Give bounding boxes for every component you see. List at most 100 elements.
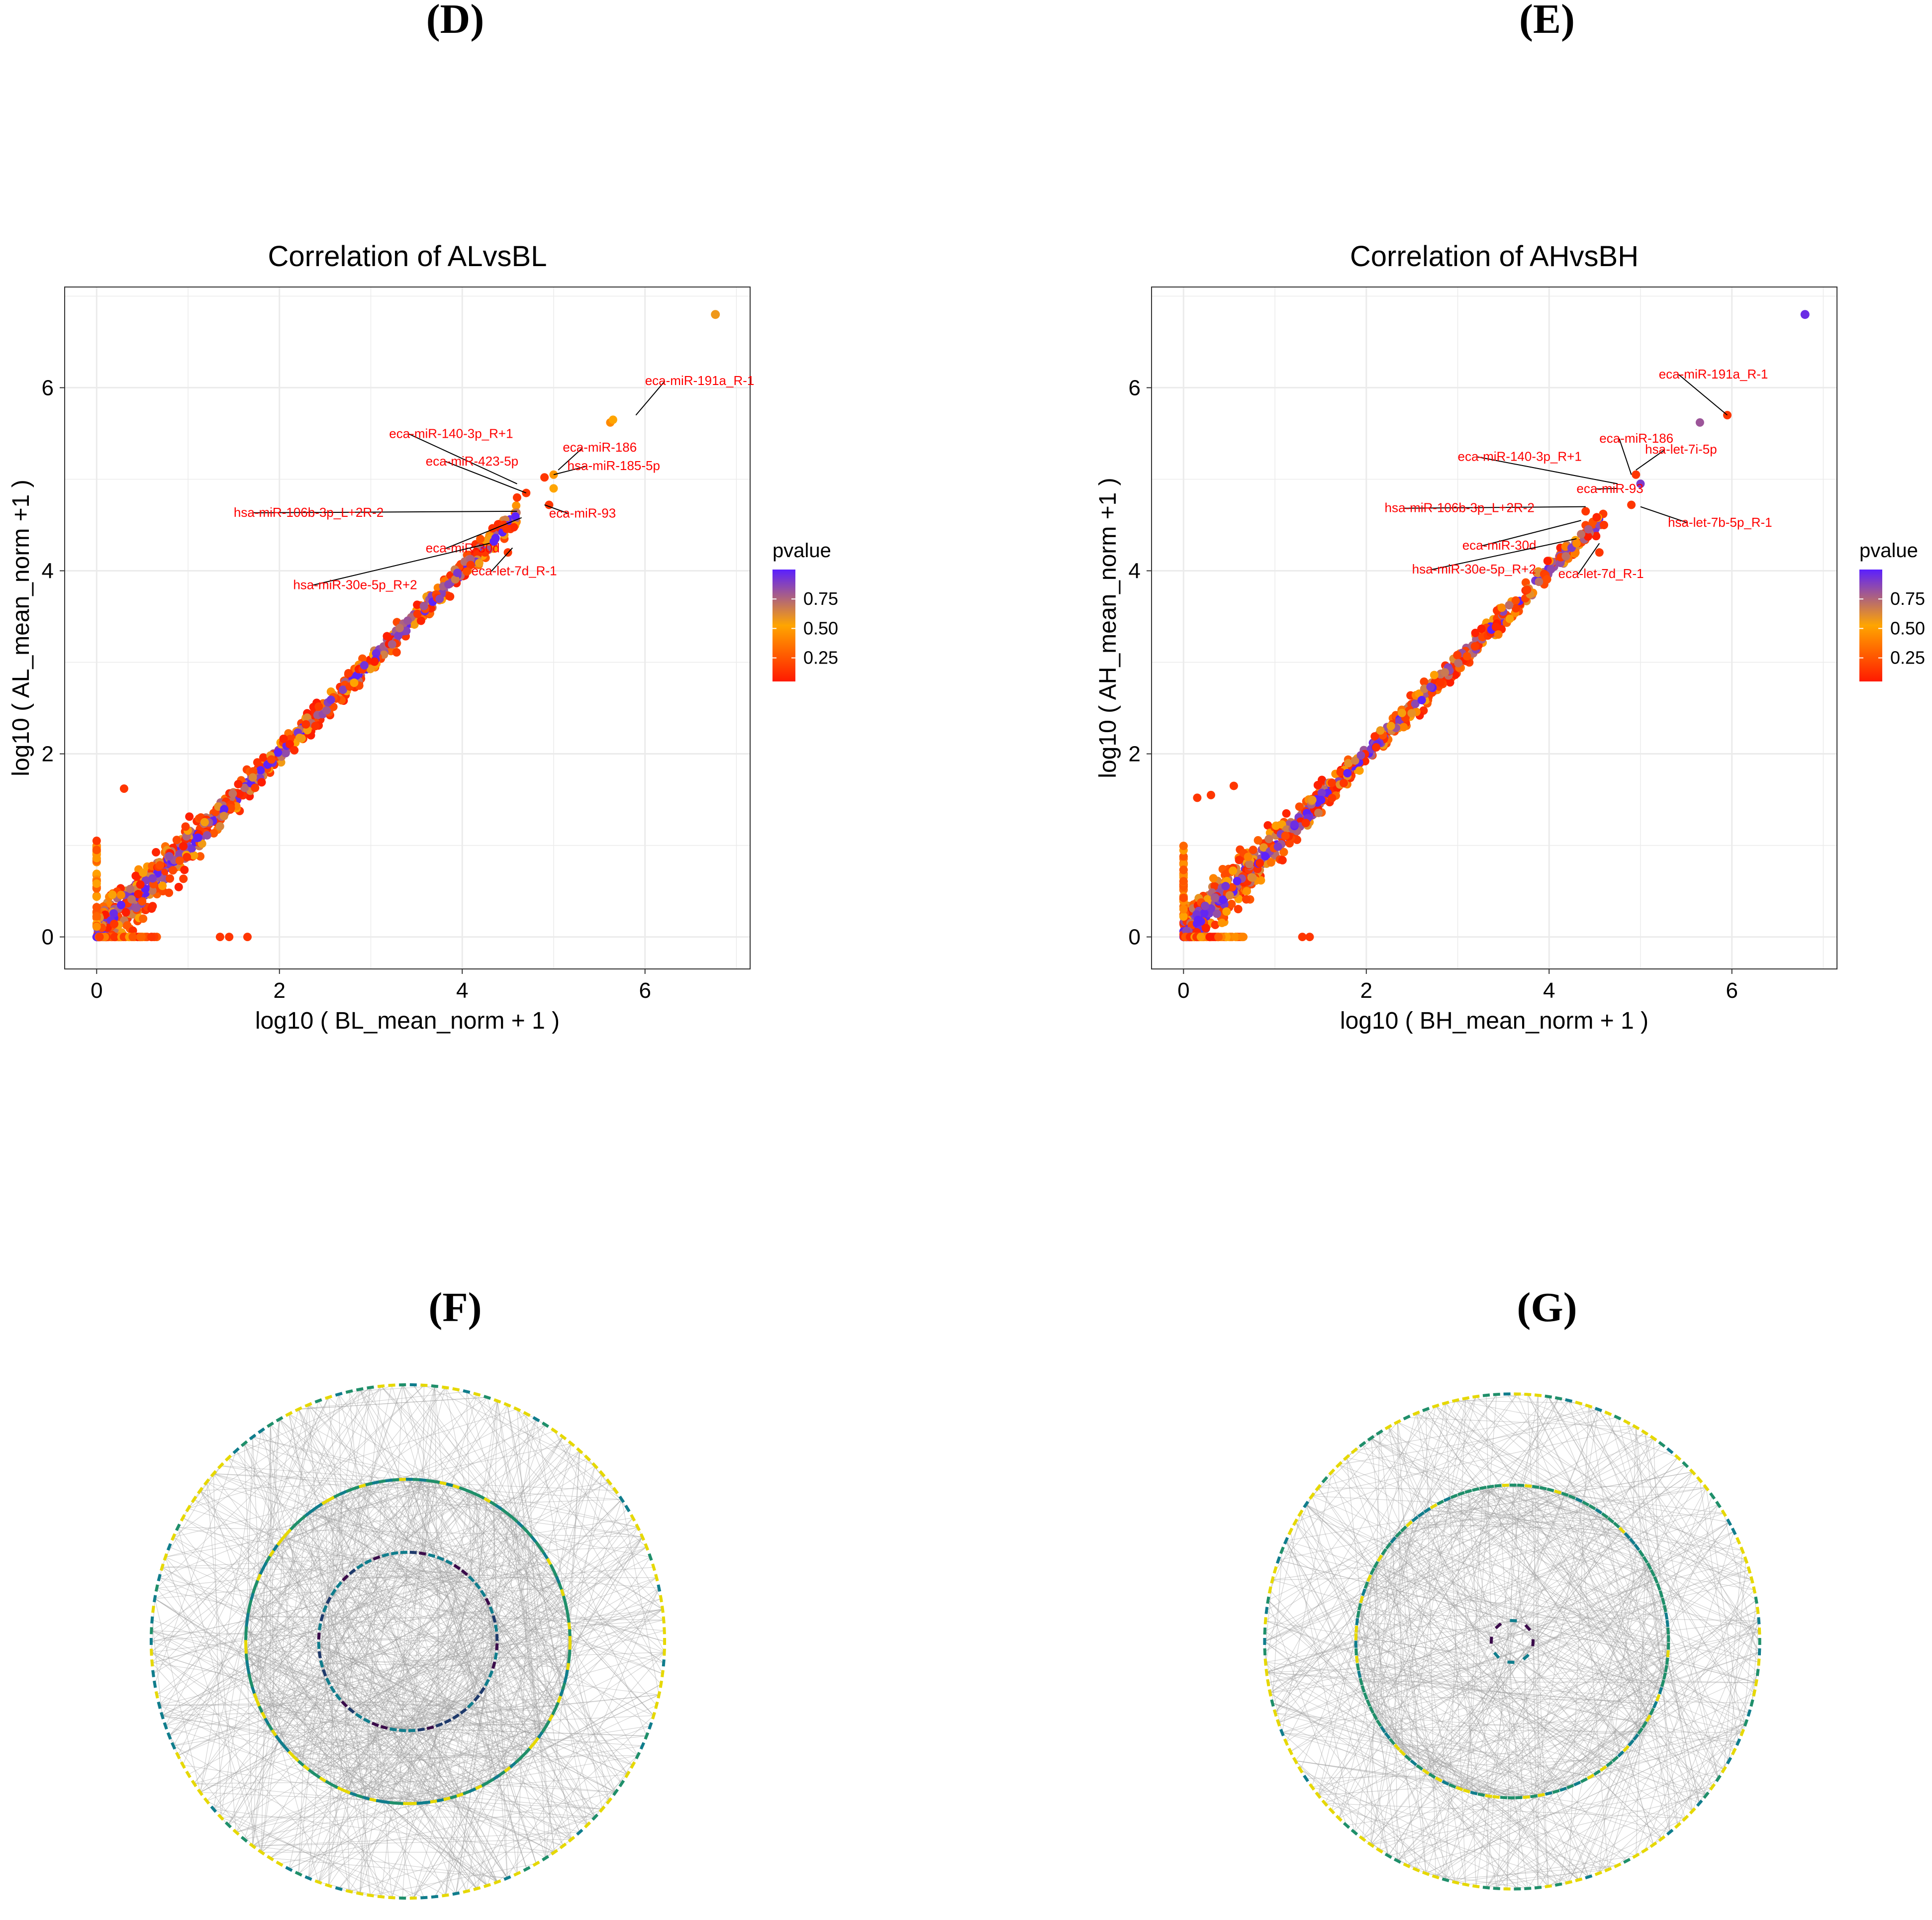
scatter-point — [1372, 743, 1380, 752]
scatter-point — [395, 624, 404, 632]
network-node — [1523, 1795, 1530, 1799]
scatter-point — [322, 706, 331, 715]
network-node — [388, 1384, 395, 1387]
network-node — [392, 1478, 399, 1481]
network-node — [246, 1667, 250, 1674]
scatter-point — [540, 473, 549, 481]
scatter-point — [117, 901, 125, 909]
gene-label: eca-let-7d_R-1 — [1558, 566, 1644, 581]
network-node — [1343, 1822, 1350, 1829]
scatter-point — [108, 890, 116, 899]
scatter-point — [1221, 882, 1230, 890]
scatter-point — [200, 818, 209, 827]
gene-labels: eca-miR-191a_R-1eca-miR-186eca-miR-140-3… — [234, 373, 754, 592]
network-node — [1328, 1468, 1335, 1475]
scatter-point — [1211, 894, 1219, 902]
scatter-point — [243, 933, 252, 941]
network-node — [276, 1861, 283, 1867]
network-node — [1287, 1528, 1293, 1535]
network-node — [163, 1722, 168, 1729]
y-tick-label: 2 — [42, 742, 54, 767]
scatter-point — [394, 631, 402, 640]
network-node — [315, 1398, 322, 1404]
scatter-point — [1179, 893, 1188, 902]
network-node — [378, 1895, 385, 1898]
scatter-point — [267, 755, 276, 764]
gene-label: hsa-miR-185-5p — [568, 458, 660, 473]
network-node — [1510, 1484, 1517, 1487]
scatter-point — [158, 881, 167, 890]
scatter-point — [435, 595, 444, 603]
scatter-point — [1477, 625, 1486, 633]
x-tick-label: 6 — [1726, 978, 1738, 1003]
network-node — [379, 1479, 386, 1483]
network-node — [185, 1505, 191, 1512]
panel-label-e: (E) — [1519, 0, 1575, 43]
network-node — [1531, 1639, 1535, 1646]
y-tick-label: 4 — [1129, 559, 1141, 583]
legend-tick-label: 0.25 — [803, 648, 838, 668]
scatter-point — [156, 861, 164, 869]
scatter-point-max — [711, 310, 720, 319]
network-node — [367, 1894, 374, 1898]
scatter-point — [1437, 678, 1445, 687]
scatter-point — [1214, 933, 1223, 941]
network-node — [1674, 1454, 1681, 1461]
scatter-point — [1267, 858, 1275, 866]
scatter-point — [139, 914, 147, 923]
panel-label-f: (F) — [428, 1283, 482, 1332]
scatter-point — [360, 661, 369, 670]
scatter-point — [93, 837, 101, 845]
network-node — [659, 1681, 663, 1688]
scatter-point — [301, 720, 310, 729]
y-tick-label: 0 — [1129, 925, 1141, 950]
scatter-point — [1242, 895, 1251, 904]
scatter-point — [179, 874, 188, 883]
network-node — [244, 1646, 248, 1653]
scatter-point — [1230, 781, 1238, 790]
network-node — [1510, 1619, 1517, 1623]
scatter-point — [1272, 822, 1280, 830]
network-node — [1279, 1546, 1285, 1554]
scatter-point — [176, 857, 184, 865]
network-node — [1535, 1393, 1542, 1397]
network-node — [150, 1648, 153, 1655]
network-node — [399, 1383, 406, 1386]
scatter-point — [122, 908, 130, 917]
network-node — [1689, 1468, 1696, 1475]
network-node — [1715, 1775, 1722, 1782]
network-node — [1356, 1663, 1360, 1671]
scatter-point — [1497, 603, 1506, 612]
scatter-point — [182, 822, 190, 831]
network-node — [155, 1691, 159, 1699]
legend-title: pvalue — [773, 540, 831, 562]
scatter-point — [370, 658, 379, 666]
network-node — [1623, 1858, 1631, 1864]
network-node — [568, 1629, 572, 1636]
network-node — [663, 1648, 666, 1655]
scatter-point — [93, 879, 101, 888]
scatter-point — [290, 746, 298, 755]
scatter-point — [1201, 902, 1209, 910]
data-points — [93, 310, 720, 941]
network-node — [1354, 1648, 1358, 1655]
network-node — [1266, 1597, 1270, 1604]
scatter-point — [1505, 615, 1514, 623]
scatter-point — [1229, 866, 1237, 875]
network-node — [1297, 1510, 1303, 1517]
legend-tick-label: 0.50 — [803, 618, 838, 638]
network-node — [1490, 1636, 1493, 1643]
x-tick-label: 2 — [1360, 978, 1372, 1003]
network-node — [244, 1640, 247, 1647]
network-node — [1540, 1486, 1547, 1491]
network-node — [406, 1478, 413, 1481]
network-node — [416, 1801, 423, 1805]
scatter-point — [1308, 796, 1317, 804]
legend-colorbar — [1859, 570, 1882, 681]
scatter-point — [165, 888, 173, 897]
scatter-point — [183, 853, 191, 862]
scatter-point — [609, 415, 617, 424]
scatter-point — [1430, 671, 1439, 679]
chart-title: Correlation of ALvsBL — [268, 240, 547, 273]
